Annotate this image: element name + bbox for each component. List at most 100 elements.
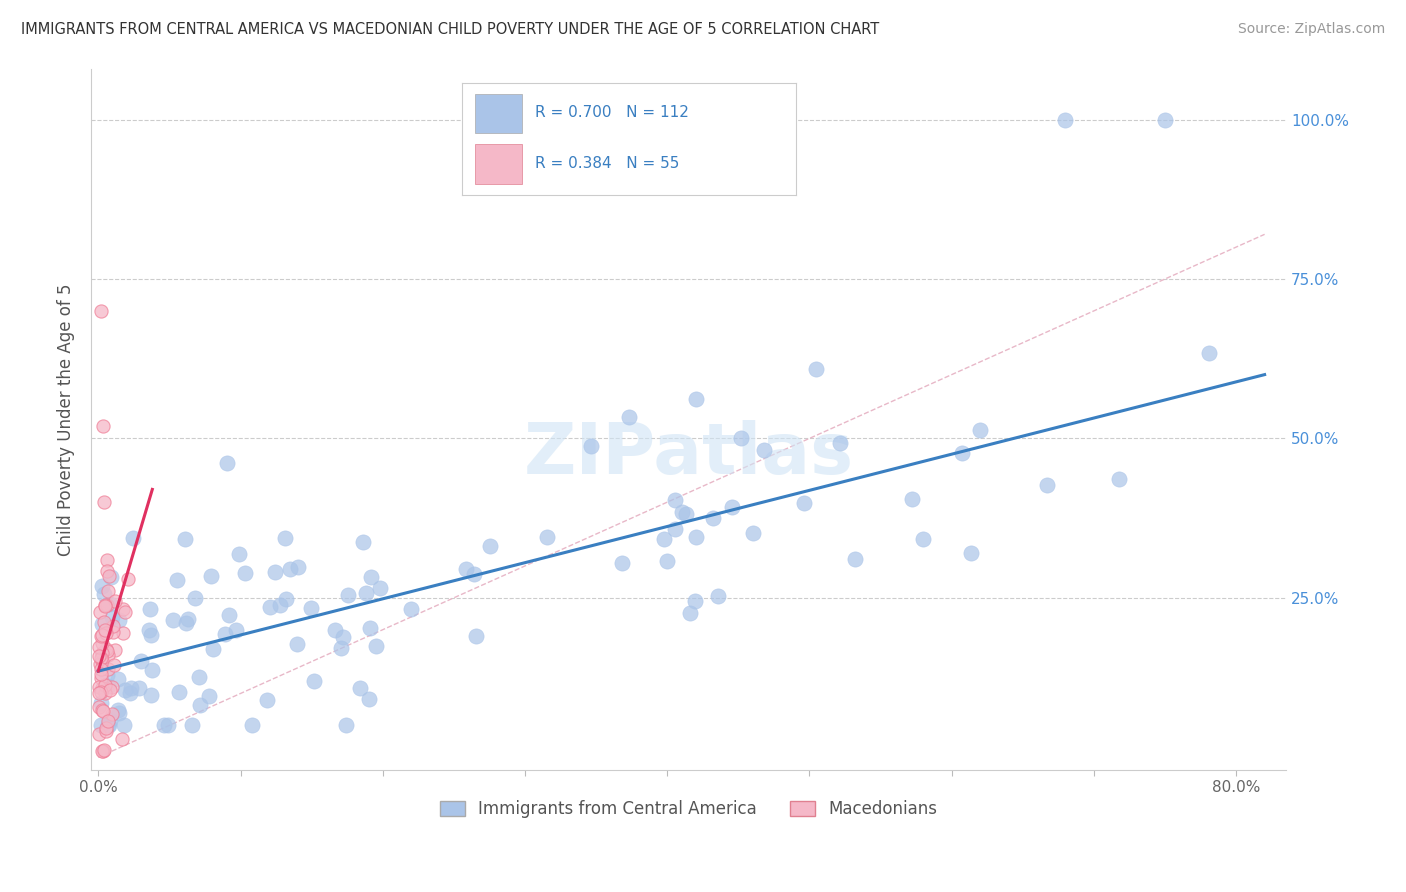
Point xyxy=(87,685,110,699)
Point xyxy=(702,511,724,525)
Point xyxy=(97,718,120,732)
Point xyxy=(240,718,263,732)
Point xyxy=(96,723,118,738)
Point xyxy=(1154,112,1177,127)
Point xyxy=(96,553,118,567)
Point xyxy=(844,552,866,566)
Point xyxy=(93,495,115,509)
Point xyxy=(685,530,707,544)
Point xyxy=(804,362,827,376)
Point xyxy=(104,642,127,657)
Point xyxy=(664,523,686,537)
Y-axis label: Child Poverty Under the Age of 5: Child Poverty Under the Age of 5 xyxy=(58,283,75,556)
Point xyxy=(108,613,131,627)
Text: ZIPatlas: ZIPatlas xyxy=(523,420,853,489)
Point xyxy=(91,704,114,718)
Point xyxy=(89,649,111,664)
Point xyxy=(94,598,117,612)
Point xyxy=(111,601,134,615)
Point xyxy=(188,698,211,712)
Point xyxy=(90,662,112,676)
Point xyxy=(299,600,322,615)
Point xyxy=(706,589,728,603)
Point xyxy=(91,579,114,593)
Point xyxy=(91,628,114,642)
Point xyxy=(287,559,309,574)
Point xyxy=(269,598,291,612)
Point xyxy=(162,613,184,627)
Point xyxy=(94,599,117,613)
Point xyxy=(89,640,111,654)
Point xyxy=(90,303,112,318)
Point xyxy=(94,623,117,637)
Point xyxy=(793,496,815,510)
Point xyxy=(671,504,693,518)
Point xyxy=(1036,478,1059,492)
Point xyxy=(969,423,991,437)
Point xyxy=(91,646,114,660)
Point xyxy=(90,616,112,631)
Point xyxy=(181,718,204,732)
Point xyxy=(188,670,211,684)
Point xyxy=(93,615,115,629)
Point xyxy=(335,718,357,732)
Point xyxy=(479,539,502,553)
Point xyxy=(90,702,112,716)
Point xyxy=(157,718,180,732)
Point xyxy=(120,681,142,695)
Point xyxy=(94,678,117,692)
Point xyxy=(1054,112,1077,127)
Point xyxy=(200,568,222,582)
Point xyxy=(90,672,112,686)
Point xyxy=(201,642,224,657)
Point xyxy=(329,641,352,656)
Point xyxy=(730,431,752,445)
Point xyxy=(278,562,301,576)
Point xyxy=(101,619,124,633)
Point xyxy=(259,600,281,615)
Point xyxy=(332,631,354,645)
Point xyxy=(89,657,111,671)
Point xyxy=(349,681,371,696)
Point xyxy=(94,721,117,735)
Text: IMMIGRANTS FROM CENTRAL AMERICA VS MACEDONIAN CHILD POVERTY UNDER THE AGE OF 5 C: IMMIGRANTS FROM CENTRAL AMERICA VS MACED… xyxy=(21,22,879,37)
Point xyxy=(139,602,162,616)
Point xyxy=(617,410,640,425)
Point xyxy=(354,586,377,600)
Point xyxy=(235,566,257,580)
Point xyxy=(685,593,707,607)
Legend: Immigrants from Central America, Macedonians: Immigrants from Central America, Macedon… xyxy=(433,794,943,825)
Point xyxy=(89,700,111,714)
Point xyxy=(655,553,678,567)
Point xyxy=(456,562,478,576)
Point xyxy=(93,587,115,601)
Point xyxy=(108,706,131,720)
Point xyxy=(90,650,112,665)
Point xyxy=(652,532,675,546)
Point xyxy=(214,626,236,640)
Point xyxy=(610,556,633,570)
Point xyxy=(166,573,188,587)
Point xyxy=(138,623,160,637)
Point xyxy=(225,623,247,637)
Point xyxy=(579,439,602,453)
Point xyxy=(90,654,112,668)
Point xyxy=(103,657,125,672)
Point xyxy=(352,535,374,549)
Point xyxy=(830,435,852,450)
Point xyxy=(97,718,120,732)
Point xyxy=(89,605,111,619)
Point xyxy=(91,418,114,433)
Point xyxy=(101,625,124,640)
Point xyxy=(97,714,120,728)
Point xyxy=(368,581,391,595)
Point xyxy=(91,744,114,758)
Point xyxy=(90,685,112,699)
Point xyxy=(174,615,197,630)
Point xyxy=(264,565,287,579)
Point xyxy=(98,569,121,583)
Point xyxy=(128,681,150,695)
Point xyxy=(359,692,381,706)
Point xyxy=(114,682,136,697)
Point xyxy=(228,547,250,561)
